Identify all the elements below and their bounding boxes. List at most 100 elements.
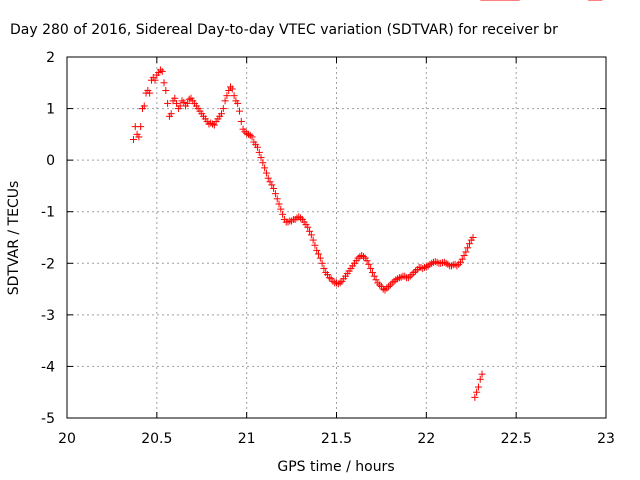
data-point [275, 200, 283, 208]
data-point [129, 136, 137, 144]
data-point [160, 79, 168, 87]
data-point [271, 190, 279, 198]
data-point [137, 123, 145, 131]
data-point [392, 276, 400, 284]
data-point [297, 214, 305, 222]
data-point [270, 185, 278, 193]
data-point [433, 258, 441, 266]
data-point [234, 99, 242, 107]
data-point [257, 154, 265, 162]
data-point [262, 169, 270, 177]
data-point [266, 178, 274, 186]
data-point [173, 99, 181, 107]
data-point [320, 264, 328, 272]
data-point [428, 259, 436, 267]
data-point [365, 260, 373, 268]
data-point [329, 277, 337, 285]
data-point [456, 258, 464, 266]
x-tick-label: 20 [58, 431, 76, 447]
data-point [207, 119, 215, 127]
data-point [404, 274, 412, 282]
data-point [383, 284, 391, 292]
data-point [422, 263, 430, 271]
data-point [315, 250, 323, 258]
data-points [129, 0, 603, 401]
data-point [324, 271, 332, 279]
data-point [397, 273, 405, 281]
data-point [284, 218, 292, 226]
data-point [354, 254, 362, 262]
data-point [379, 285, 387, 293]
data-point [325, 274, 333, 282]
data-point [277, 205, 285, 213]
data-point [421, 263, 429, 271]
chart-title: Day 280 of 2016, Sidereal Day-to-day VTE… [10, 22, 558, 38]
data-point [394, 275, 402, 283]
data-point [316, 254, 324, 262]
data-point [363, 257, 371, 265]
data-point [185, 95, 193, 103]
data-point [444, 260, 452, 268]
data-point [295, 213, 303, 221]
data-point [439, 259, 447, 267]
data-point [209, 120, 217, 128]
y-tick-label: -1 [41, 205, 55, 221]
data-point [412, 267, 420, 275]
data-point [370, 272, 378, 280]
data-point [183, 99, 191, 107]
x-tick-label: 22 [417, 431, 435, 447]
y-tick-label: 0 [46, 153, 55, 169]
data-point [210, 121, 218, 129]
data-point [268, 181, 276, 189]
data-point [164, 99, 172, 107]
data-point [313, 246, 321, 254]
data-point [162, 87, 170, 95]
data-point [478, 370, 486, 378]
data-point [171, 94, 179, 102]
data-point [368, 269, 376, 277]
y-tick-label: -3 [41, 308, 55, 324]
data-point [334, 280, 342, 288]
data-point [219, 105, 227, 113]
data-point [474, 383, 482, 391]
data-point [248, 133, 256, 141]
data-point [140, 102, 148, 110]
plot-frame [66, 56, 607, 419]
data-point [311, 241, 319, 249]
data-point [464, 244, 472, 252]
y-tick-label: -5 [41, 411, 55, 427]
grid-lines [67, 57, 606, 418]
data-point [410, 269, 418, 277]
data-point [307, 231, 315, 239]
y-tick-label: -2 [41, 256, 55, 272]
x-tick-label: 22.5 [501, 431, 532, 447]
data-point [246, 131, 254, 139]
data-point [471, 393, 479, 401]
data-point [273, 195, 281, 203]
data-point [449, 261, 457, 269]
y-tick-label: -4 [41, 359, 55, 375]
data-point [218, 110, 226, 118]
data-point [318, 259, 326, 267]
y-tick-label: 1 [46, 102, 55, 118]
data-point [309, 236, 317, 244]
data-point [462, 248, 470, 256]
data-point [178, 97, 186, 105]
data-point [223, 92, 231, 100]
data-point [253, 143, 261, 151]
data-point [465, 240, 473, 248]
data-point [476, 375, 484, 383]
data-point [388, 279, 396, 287]
data-point [395, 274, 403, 282]
data-point [406, 272, 414, 280]
data-point [225, 87, 233, 95]
data-point [264, 174, 272, 182]
data-point [243, 129, 251, 137]
data-point [390, 277, 398, 285]
data-point [151, 76, 159, 84]
data-point [372, 276, 380, 284]
data-point [453, 262, 461, 270]
data-point [473, 388, 481, 396]
x-tick-label: 21 [238, 431, 256, 447]
